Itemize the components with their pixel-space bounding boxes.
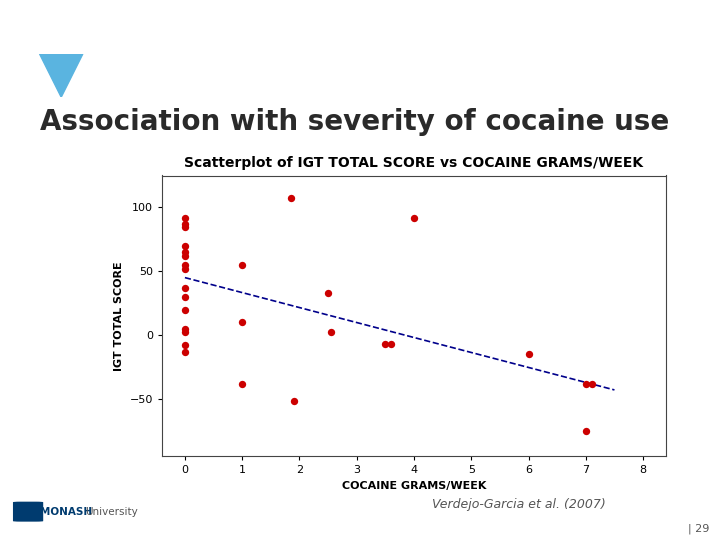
Point [323,288,334,297]
Point [236,260,248,269]
Point [179,347,191,356]
X-axis label: COCAINE GRAMS/WEEK: COCAINE GRAMS/WEEK [342,481,486,491]
Point [179,220,191,228]
Point [179,241,191,250]
Point [236,379,248,388]
Point [179,325,191,333]
Point [580,427,592,435]
Point [408,213,420,222]
Point [379,340,391,348]
Point [385,340,397,348]
Point [325,328,337,337]
Point [179,260,191,269]
Point [179,222,191,231]
Point [179,305,191,314]
Y-axis label: IGT TOTAL SCORE: IGT TOTAL SCORE [114,261,124,371]
Point [586,379,598,388]
Point [179,284,191,292]
Text: University: University [85,507,138,517]
Point [285,194,297,203]
Point [179,328,191,337]
Point [523,350,534,359]
Title: Scatterplot of IGT TOTAL SCORE vs COCAINE GRAMS/WEEK: Scatterplot of IGT TOTAL SCORE vs COCAIN… [184,156,644,170]
Text: MONASH: MONASH [40,507,92,517]
Point [179,213,191,222]
FancyBboxPatch shape [13,502,43,522]
Point [179,265,191,273]
Point [179,248,191,256]
Text: Association with severity of cocaine use: Association with severity of cocaine use [40,107,669,136]
Polygon shape [40,54,83,97]
Point [179,252,191,260]
Point [179,293,191,301]
Text: | 29: | 29 [688,524,709,535]
Point [179,341,191,349]
Text: Verdejo-Garcia et al. (2007): Verdejo-Garcia et al. (2007) [432,498,606,511]
Point [236,318,248,327]
Point [288,397,300,406]
Point [580,379,592,388]
